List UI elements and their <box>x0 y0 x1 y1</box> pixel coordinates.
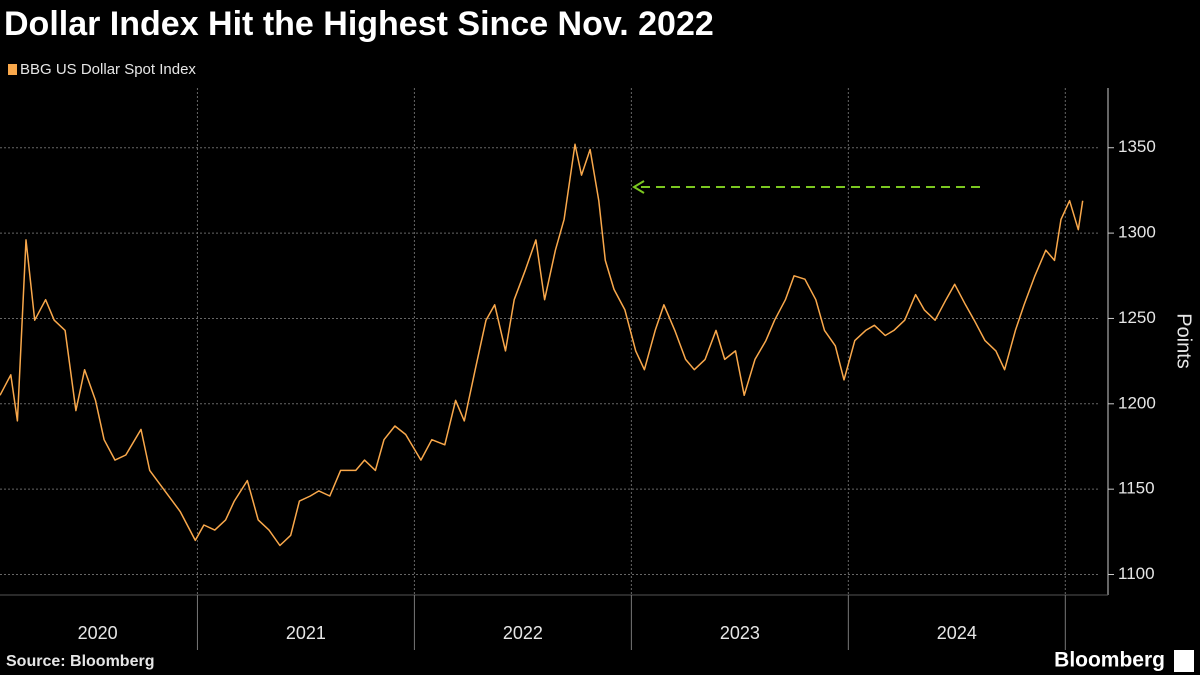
y-tick-label: 1100 <box>1118 564 1155 583</box>
source: Source: Bloomberg <box>6 653 154 670</box>
y-tick-label: 1350 <box>1118 137 1156 156</box>
y-axis-label: Points <box>1173 313 1195 369</box>
x-tick-label: 2023 <box>720 623 760 643</box>
legend-swatch <box>8 64 17 75</box>
x-tick-label: 2020 <box>78 623 118 643</box>
y-tick-label: 1250 <box>1118 308 1156 327</box>
y-tick-label: 1150 <box>1118 479 1155 498</box>
x-tick-label: 2022 <box>503 623 543 643</box>
line-series <box>0 143 1084 547</box>
brand-icon <box>1174 650 1194 672</box>
annotation-arrowhead <box>632 180 645 194</box>
x-tick-label: 2021 <box>286 623 326 643</box>
brand: Bloomberg <box>1054 649 1165 672</box>
y-tick-label: 1200 <box>1118 393 1156 412</box>
x-tick-label: 2024 <box>937 623 977 643</box>
legend-label: BBG US Dollar Spot Index <box>20 61 196 78</box>
y-tick-label: 1300 <box>1118 223 1156 242</box>
chart-title: Dollar Index Hit the Highest Since Nov. … <box>4 5 714 43</box>
